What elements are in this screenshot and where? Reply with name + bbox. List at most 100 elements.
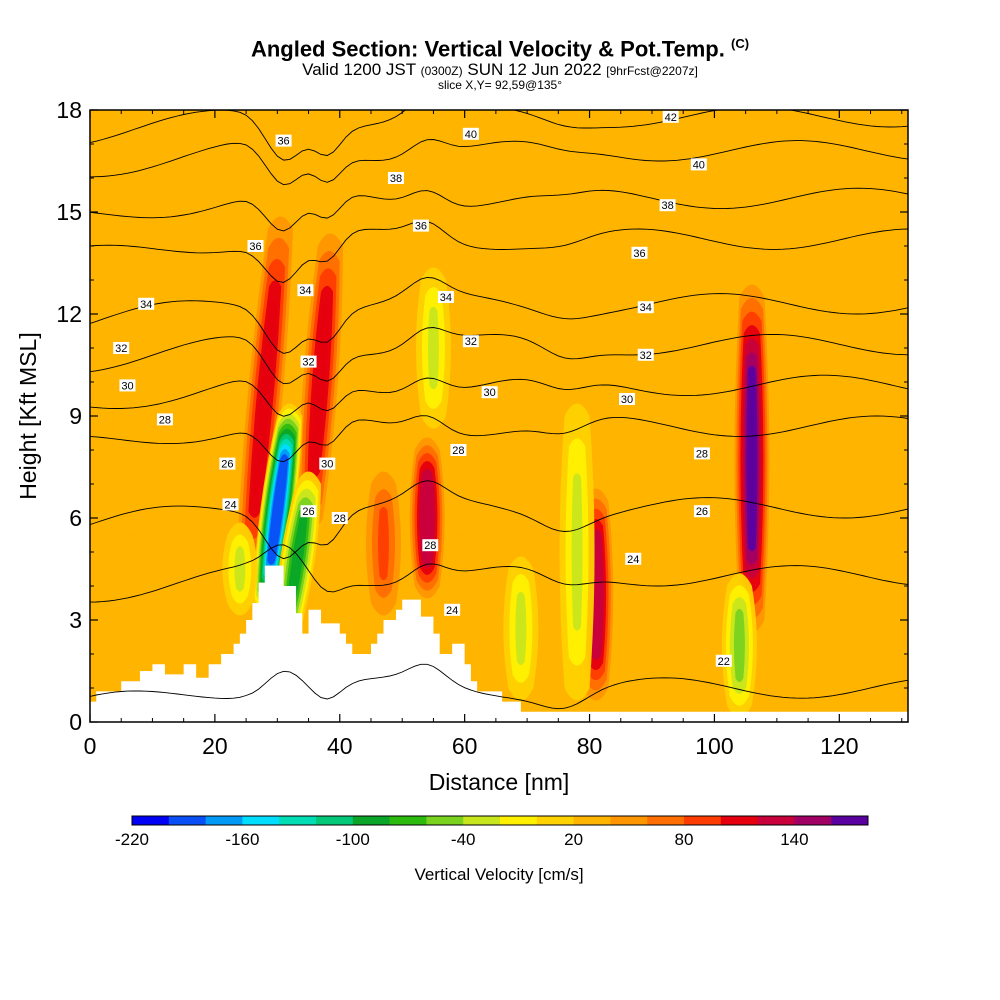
y-tick-label: 15 (56, 199, 82, 225)
terrain (90, 565, 908, 722)
contour-label-bg (437, 291, 454, 303)
colorbar-tick-label: -100 (336, 830, 370, 849)
colorbar-swatch (647, 816, 685, 825)
contour-label-34: 34 (138, 297, 155, 311)
colorbar-swatch (279, 816, 317, 825)
contour-label-28: 28 (331, 512, 348, 525)
field-band (613, 110, 642, 588)
contour-label-text: 24 (446, 605, 458, 617)
x-tick-label: 100 (695, 733, 733, 759)
contour-label-bg (222, 498, 239, 511)
contour-label-text: 34 (440, 292, 452, 304)
theta-contour-32 (90, 327, 908, 385)
contour-label-bg (331, 512, 348, 524)
field-band (694, 176, 723, 656)
field-band (775, 110, 804, 588)
x-tick-label: 20 (202, 733, 228, 759)
velocity-feature-7 (746, 365, 758, 552)
colorbar-swatch (426, 816, 464, 825)
theta-contour-40 (90, 139, 908, 186)
contour-label-36: 36 (275, 134, 292, 148)
colorbar-swatch (610, 816, 648, 825)
colorbar-tick-label: 20 (564, 830, 583, 849)
velocity-feature-11 (234, 546, 246, 592)
theta-contour-28 (90, 415, 908, 463)
colorbar-swatch (316, 816, 354, 825)
contour-label-28: 28 (422, 539, 439, 552)
contour-label-text: 28 (696, 448, 708, 460)
field-band (656, 110, 685, 520)
field-band (819, 110, 848, 520)
contour-label-text: 22 (718, 656, 730, 668)
field-band (338, 110, 367, 520)
velocity-feature-1 (310, 303, 330, 461)
colorbar-swatch (205, 816, 243, 825)
x-tick-label: 120 (820, 733, 858, 759)
contour-label-bg (297, 284, 314, 297)
contour-label-text: 26 (302, 506, 314, 518)
colorbar-tick-label: -40 (451, 830, 476, 849)
chart-title: Angled Section: Vertical Velocity & Pot.… (0, 36, 1000, 62)
contour-label-bg (113, 342, 130, 354)
field-band (438, 110, 467, 588)
x-tick-label: 40 (327, 733, 353, 759)
contour-label-text: 30 (121, 380, 133, 392)
colorbar: -220 -160 -100 -40 20 80 140 (115, 815, 869, 849)
contour-label-text: 26 (221, 459, 233, 471)
contour-label-bg (631, 246, 648, 259)
colorbar-swatch (794, 816, 832, 825)
contour-label-bg (412, 219, 429, 232)
colorbar-swatch (684, 816, 722, 825)
colorbar-swatch (720, 816, 759, 825)
contour-label-36: 36 (631, 246, 648, 260)
theta-contour-24 (90, 544, 908, 603)
contour-label-text: 32 (640, 350, 652, 362)
contour-label-28: 28 (693, 447, 710, 460)
contour-label-30: 30 (319, 457, 336, 471)
colorbar-tick-label: 140 (780, 830, 808, 849)
colorbar-swatch (168, 816, 207, 825)
y-tick-label: 18 (56, 97, 82, 123)
contour-label-bg (693, 505, 710, 518)
contour-label-36: 36 (412, 219, 429, 233)
contour-label-text: 36 (415, 221, 427, 233)
contour-label-24: 24 (625, 552, 642, 566)
colorbar-swatch (132, 816, 170, 825)
contour-label-bg (219, 457, 236, 470)
y-tick-label: 3 (69, 607, 82, 633)
contour-label-text: 32 (115, 343, 127, 355)
theta-contours (90, 110, 908, 710)
contour-label-bg (300, 505, 317, 518)
colorbar-swatch (536, 816, 575, 825)
colorbar-swatch (831, 816, 869, 825)
contour-label-text: 32 (302, 357, 314, 369)
y-axis-label: Height [Kft MSL] (15, 332, 41, 499)
colorbar-tick-label: -220 (115, 830, 149, 849)
theta-contour-22 (90, 663, 908, 710)
x-tick-label: 80 (577, 733, 603, 759)
theta-contour-34 (90, 276, 908, 354)
contour-label-text: 36 (277, 136, 289, 148)
contour-label-bg (138, 297, 155, 310)
contour-label-text: 34 (140, 299, 152, 311)
velocity-feature-8 (571, 473, 583, 631)
contour-label-bg (119, 379, 136, 392)
contour-label-bg (481, 386, 498, 399)
contour-label-bg (690, 158, 707, 171)
contour-label-34: 34 (297, 284, 314, 297)
velocity-feature-10 (427, 306, 439, 390)
contour-label-text: 34 (640, 302, 652, 314)
terrain-fill (90, 565, 908, 722)
contour-label-bg (659, 199, 676, 212)
contour-label-text: 36 (633, 248, 645, 260)
colorbar-swatch (500, 816, 538, 825)
chart-title-text: Angled Section: Vertical Velocity & Pot.… (250, 36, 725, 62)
contour-label-40: 40 (690, 158, 707, 171)
colorbar-swatch (573, 816, 611, 825)
chart-title-suffix: (C) (731, 36, 750, 51)
field-band (525, 176, 554, 656)
forecast-info: [9hrFcst@2207z] (606, 64, 698, 78)
contour-label-bg (422, 539, 439, 552)
